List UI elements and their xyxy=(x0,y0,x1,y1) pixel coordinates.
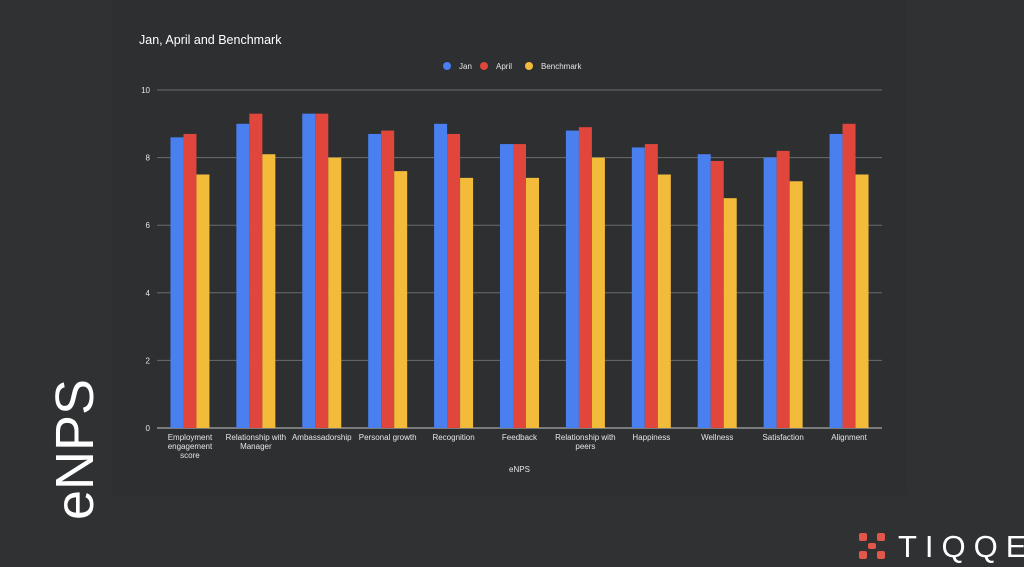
brand-logo: TIQQE xyxy=(858,528,1024,564)
slide-side-title: eNPS xyxy=(45,378,105,520)
x-tick-label-line: Happiness xyxy=(632,433,670,442)
y-tick-label-10: 10 xyxy=(141,86,150,95)
bar-jan-10 xyxy=(829,133,843,428)
x-tick-label-line: Relationship with xyxy=(555,433,615,442)
chart-title: Jan, April and Benchmark xyxy=(139,33,282,47)
bar-april-10 xyxy=(842,123,856,429)
bar-april-9 xyxy=(776,150,790,428)
bar-april-1 xyxy=(249,113,263,428)
bar-benchmark-9 xyxy=(789,181,803,428)
x-tick-label-line: Wellness xyxy=(701,433,733,442)
bar-benchmark-5 xyxy=(526,177,539,428)
bar-jan-5 xyxy=(500,144,513,428)
x-tick-label-10: Alignment xyxy=(831,433,867,442)
y-tick-label-6: 6 xyxy=(146,221,151,230)
brand-name: TIQQE xyxy=(898,528,1024,564)
bar-jan-3 xyxy=(368,133,382,428)
bar-benchmark-7 xyxy=(657,174,671,428)
y-tick-label-2: 2 xyxy=(146,356,151,365)
x-tick-label-5: Feedback xyxy=(502,433,538,442)
x-tick-label-line: score xyxy=(180,451,200,460)
x-tick-label-4: Recognition xyxy=(432,433,474,442)
bar-jan-4 xyxy=(434,123,448,429)
bar-jan-7 xyxy=(631,147,645,428)
bar-april-3 xyxy=(381,130,395,428)
bar-benchmark-10 xyxy=(855,174,869,428)
x-tick-label-line: Employment xyxy=(168,433,213,442)
bar-april-7 xyxy=(644,144,658,428)
legend-label-benchmark: Benchmark xyxy=(541,62,582,71)
x-tick-label-1: Relationship with Manager xyxy=(226,433,286,451)
x-tick-label-2: Ambassadorship xyxy=(292,433,352,442)
bar-benchmark-3 xyxy=(394,171,408,428)
legend-swatch-jan xyxy=(443,62,451,70)
x-tick-label-line: Ambassadorship xyxy=(292,433,352,442)
x-axis-title: eNPS xyxy=(509,465,530,474)
x-tick-label-line: Satisfaction xyxy=(762,433,803,442)
bar-benchmark-0 xyxy=(196,174,210,428)
x-tick-label-line: Feedback xyxy=(502,433,538,442)
bar-jan-9 xyxy=(763,157,777,428)
y-tick-label-8: 8 xyxy=(146,154,151,163)
bar-jan-1 xyxy=(236,123,250,429)
tiqqe-logo-icon xyxy=(859,533,885,559)
bar-april-5 xyxy=(513,144,526,428)
legend-label-april: April xyxy=(496,62,512,71)
bar-benchmark-2 xyxy=(328,157,342,428)
bar-april-0 xyxy=(183,133,197,428)
bar-april-6 xyxy=(578,127,592,429)
bar-benchmark-8 xyxy=(723,198,737,428)
legend-label-jan: Jan xyxy=(459,62,472,71)
bar-benchmark-1 xyxy=(262,154,276,428)
legend-swatch-benchmark xyxy=(525,62,533,70)
x-tick-label-line: Recognition xyxy=(432,433,474,442)
bar-april-4 xyxy=(447,133,461,428)
logo-square-top-right xyxy=(877,533,885,541)
logo-center-bar xyxy=(868,543,876,549)
logo-square-bottom-left xyxy=(859,551,867,559)
x-tick-label-line: peers xyxy=(575,442,595,451)
y-tick-label-4: 4 xyxy=(146,289,151,298)
bar-april-2 xyxy=(315,113,329,428)
x-tick-label-9: Satisfaction xyxy=(762,433,803,442)
y-tick-label-0: 0 xyxy=(146,424,151,433)
x-tick-label-0: Employment engagement score xyxy=(168,433,213,460)
x-tick-label-7: Happiness xyxy=(632,433,670,442)
logo-square-top-left xyxy=(859,533,867,541)
x-tick-label-3: Personal growth xyxy=(359,433,417,442)
bar-april-8 xyxy=(710,160,724,429)
bar-benchmark-4 xyxy=(460,177,474,428)
x-tick-label-6: Relationship with peers xyxy=(555,433,615,451)
x-tick-label-8: Wellness xyxy=(701,433,733,442)
bar-jan-0 xyxy=(170,137,184,428)
bar-jan-6 xyxy=(565,130,579,428)
x-tick-label-line: Personal growth xyxy=(359,433,417,442)
x-tick-label-line: Manager xyxy=(240,442,272,451)
bar-jan-2 xyxy=(302,113,316,428)
logo-square-bottom-right xyxy=(877,551,885,559)
x-tick-label-line: Relationship with xyxy=(226,433,286,442)
bar-jan-8 xyxy=(697,154,711,428)
x-tick-label-line: engagement xyxy=(168,442,213,451)
bar-benchmark-6 xyxy=(591,157,605,428)
legend-swatch-april xyxy=(480,62,488,70)
x-tick-label-line: Alignment xyxy=(831,433,867,442)
